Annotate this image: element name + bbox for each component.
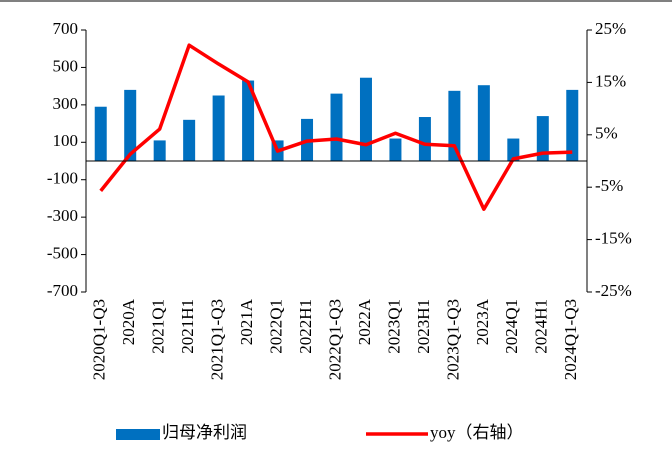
x-tick-label: 2024Q1-Q3 — [561, 299, 580, 380]
bar — [183, 119, 196, 161]
bar — [566, 89, 579, 161]
y-tick-label: -100 — [47, 169, 78, 188]
y2-tick-label: 5% — [595, 124, 618, 143]
bar — [448, 90, 461, 161]
legend-label: yoy（右轴） — [430, 423, 524, 442]
x-tick-label: 2021A — [237, 298, 256, 345]
y2-tick-label: 25% — [595, 19, 626, 38]
x-tick-label: 2022H1 — [296, 299, 315, 354]
bar — [507, 138, 520, 161]
y2-tick-label: -15% — [595, 229, 632, 248]
y-tick-label: 100 — [53, 131, 79, 150]
bar — [330, 93, 343, 161]
x-tick-label: 2020A — [119, 298, 138, 345]
x-tick-label: 2023H1 — [414, 299, 433, 354]
y-tick-label: 300 — [53, 94, 79, 113]
legend-label: 归母净利润 — [162, 423, 247, 442]
y-tick-label: -700 — [47, 281, 78, 300]
bar — [212, 95, 225, 161]
bar — [389, 138, 402, 161]
y-tick-label: -500 — [47, 243, 78, 262]
y-tick-label: 500 — [53, 56, 79, 75]
line — [99, 43, 573, 211]
y2-tick-label: 15% — [595, 71, 626, 90]
y2-tick-label: -5% — [595, 176, 623, 195]
bar — [536, 116, 549, 161]
legend-swatch — [116, 429, 160, 440]
bar — [124, 89, 137, 161]
x-tick-label: 2021Q1-Q3 — [208, 299, 227, 380]
y-tick-label: -300 — [47, 206, 78, 225]
bar — [94, 106, 107, 161]
y2-tick-label: -25% — [595, 281, 632, 300]
x-tick-label: 2024Q1 — [502, 299, 521, 354]
bar — [153, 140, 166, 161]
x-tick-label: 2023A — [473, 298, 492, 345]
y-tick-label: 700 — [53, 19, 79, 38]
x-tick-label: 2022Q1 — [266, 299, 285, 354]
x-tick-label: 2020Q1-Q3 — [90, 299, 109, 380]
x-tick-label: 2024H1 — [532, 299, 551, 354]
bar — [242, 80, 255, 161]
x-tick-label: 2021H1 — [178, 299, 197, 354]
bar — [418, 117, 431, 161]
x-tick-label: 2022A — [355, 298, 374, 345]
x-tick-label: 2022Q1-Q3 — [325, 299, 344, 380]
x-tick-label: 2023Q1-Q3 — [443, 299, 462, 380]
bar — [359, 77, 372, 161]
bar — [477, 85, 490, 161]
x-tick-label: 2023Q1 — [384, 299, 403, 354]
x-tick-label: 2021Q1 — [149, 299, 168, 354]
